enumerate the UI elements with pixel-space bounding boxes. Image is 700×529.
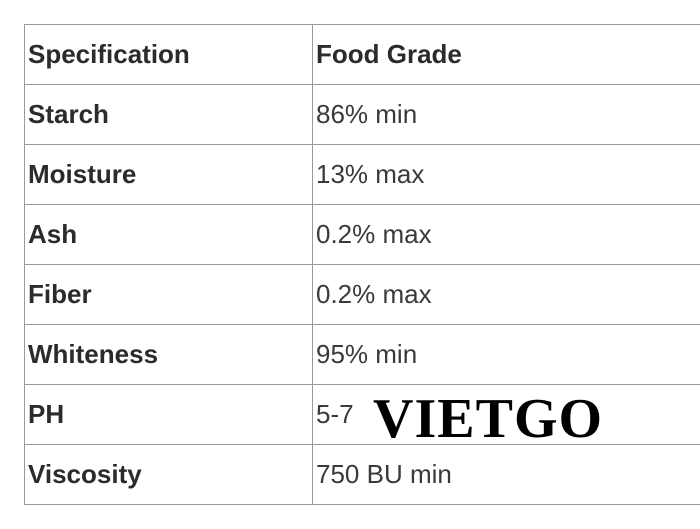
spec-name: Whiteness [24, 324, 313, 385]
spec-value: 0.2% max [312, 204, 700, 265]
vietgo-watermark: VIETGO [373, 388, 604, 450]
table-row: Whiteness 95% min [24, 324, 700, 385]
spec-value: 5-7 [312, 384, 700, 445]
table-row: Moisture 13% max [24, 144, 700, 205]
header-food-grade: Food Grade [312, 24, 700, 85]
spec-name: PH [24, 384, 313, 445]
table-row: Starch 86% min [24, 84, 700, 145]
spec-value: 13% max [312, 144, 700, 205]
header-specification: Specification [24, 24, 313, 85]
table-header-row: Specification Food Grade [24, 24, 700, 85]
table-row: Ash 0.2% max [24, 204, 700, 265]
spec-name: Moisture [24, 144, 313, 205]
spec-name: Fiber [24, 264, 313, 325]
table-row: PH 5-7 [24, 384, 700, 445]
spec-name: Viscosity [24, 444, 313, 505]
spec-value: 750 BU min [312, 444, 700, 505]
specification-table: Specification Food Grade Starch 86% min … [24, 24, 700, 505]
spec-name: Ash [24, 204, 313, 265]
spec-value: 95% min [312, 324, 700, 385]
spec-name: Starch [24, 84, 313, 145]
table-row: Viscosity 750 BU min [24, 444, 700, 505]
table-row: Fiber 0.2% max [24, 264, 700, 325]
spec-value: 0.2% max [312, 264, 700, 325]
spec-value: 86% min [312, 84, 700, 145]
